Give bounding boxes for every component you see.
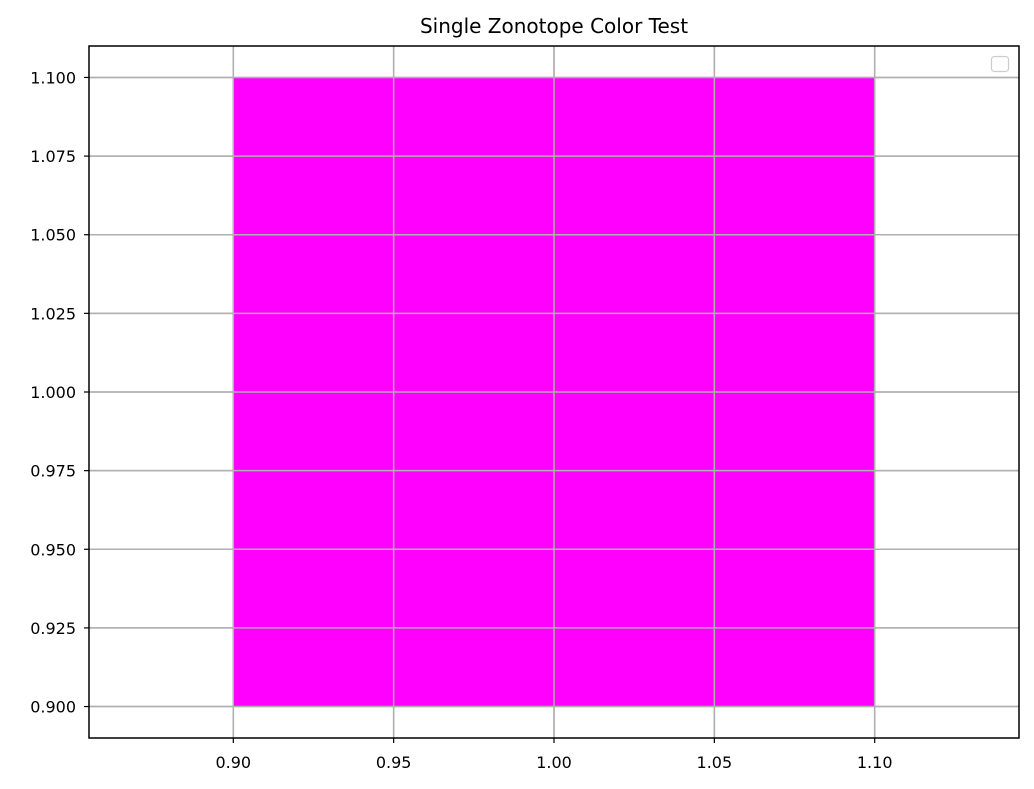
plot-frame <box>88 45 1020 739</box>
x-tick-label: 1.00 <box>536 753 572 772</box>
y-tick-label: 0.975 <box>30 462 76 481</box>
x-axis: 0.90 0.95 1.00 1.05 1.10 <box>215 738 893 772</box>
y-tick-label: 1.025 <box>30 304 76 323</box>
x-tick-label: 0.95 <box>376 753 412 772</box>
chart-title: Single Zonotope Color Test <box>420 14 688 38</box>
y-tick-label: 1.075 <box>30 147 76 166</box>
x-tick-label: 1.05 <box>697 753 733 772</box>
y-tick-label: 0.900 <box>30 698 76 717</box>
y-tick-label: 0.925 <box>30 619 76 638</box>
y-tick-label: 1.000 <box>30 383 76 402</box>
x-tick-label: 0.90 <box>215 753 251 772</box>
y-tick-label: 0.950 <box>30 540 76 559</box>
grid-overlay <box>89 46 1019 738</box>
x-tick-label: 1.10 <box>857 753 893 772</box>
y-tick-label: 1.050 <box>30 226 76 245</box>
y-axis: 0.900 0.925 0.950 0.975 1.000 1.025 1.050 1.075… <box>30 68 89 717</box>
y-tick-label: 1.100 <box>30 68 76 87</box>
legend-box <box>990 55 1010 73</box>
